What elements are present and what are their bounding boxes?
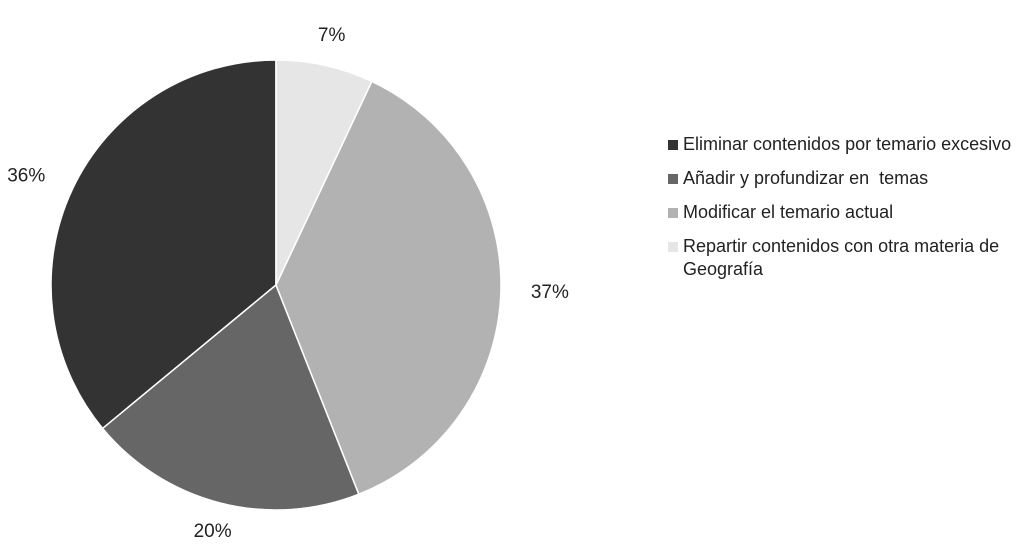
legend-label: Añadir y profundizar en temas	[683, 168, 929, 188]
legend-swatch	[668, 174, 678, 184]
data-label: 36%	[7, 165, 45, 186]
legend-label: Modificar el temario actual	[683, 202, 894, 222]
pie-slice	[275, 80, 502, 496]
legend: Eliminar contenidos por temario excesivo…	[668, 133, 1023, 292]
legend-item: Eliminar contenidos por temario excesivo	[668, 133, 1023, 156]
legend-label: Eliminar contenidos por temario excesivo	[683, 134, 1012, 154]
legend-swatch	[668, 208, 678, 218]
legend-item: Repartir contenidos con otra materia de …	[668, 235, 1023, 281]
legend-swatch	[668, 242, 678, 252]
pie-slice	[275, 59, 373, 286]
pie-slice	[101, 283, 360, 511]
data-label: 20%	[194, 521, 232, 542]
data-label: 37%	[531, 282, 569, 303]
data-label: 7%	[318, 25, 346, 46]
pie-slice	[50, 59, 277, 430]
legend-item: Añadir y profundizar en temas	[668, 167, 1023, 190]
legend-item: Modificar el temario actual	[668, 201, 1023, 224]
legend-label: Repartir contenidos con otra materia de …	[683, 236, 1005, 279]
legend-swatch	[668, 140, 678, 150]
